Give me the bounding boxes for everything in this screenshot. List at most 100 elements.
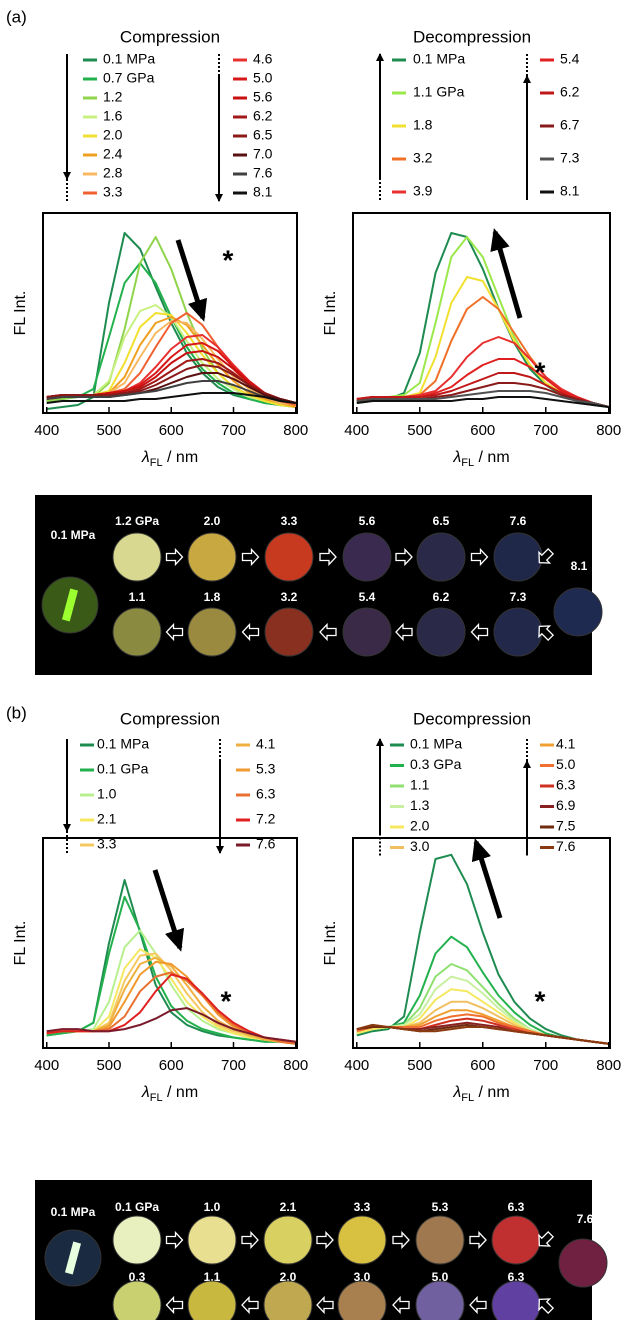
- spectrum-line: [356, 963, 609, 1045]
- sample-photo: [187, 1215, 237, 1265]
- x-axis-label: λFL / nm: [452, 1084, 509, 1104]
- x-tick-label: 600: [159, 422, 184, 439]
- sample-photo: [493, 532, 543, 582]
- trend-arrow: [175, 239, 208, 322]
- step-arrow: [470, 622, 489, 642]
- legend-label: 3.3: [97, 836, 117, 852]
- legend-label: 0.1 MPa: [103, 51, 155, 67]
- legend-label: 0.1 GPa: [97, 761, 149, 777]
- step-arrow: [469, 1295, 487, 1315]
- x-tick-label: 500: [407, 1057, 432, 1074]
- x-axis-subscript: FL: [150, 1092, 163, 1104]
- legend-label: 1.0: [97, 786, 117, 802]
- x-tick-label: 500: [96, 1057, 121, 1074]
- legend-label: 7.6: [253, 165, 273, 181]
- legend-label: 6.2: [253, 108, 273, 124]
- step-arrow: [395, 547, 413, 567]
- chart-title: Compression: [120, 27, 220, 46]
- legend-label: 6.3: [256, 786, 276, 802]
- annotation: *: [223, 244, 234, 275]
- legend-label: 6.5: [253, 127, 273, 143]
- chart-title: Decompression: [413, 709, 531, 728]
- legend-label: 3.2: [413, 150, 433, 166]
- step-arrow: [538, 625, 555, 642]
- legend-label: 5.3: [256, 761, 276, 777]
- legend-label: 0.1 MPa: [410, 736, 462, 752]
- sample-photo: [263, 1215, 313, 1265]
- annotation: *: [221, 985, 232, 1016]
- sample-photo: [558, 1238, 608, 1288]
- step-arrow: [395, 622, 413, 642]
- photo-label: 3.0: [354, 1270, 371, 1284]
- legend-label: 2.0: [410, 818, 430, 834]
- legend-label: 7.2: [256, 811, 276, 827]
- x-tick-label: 800: [283, 422, 308, 439]
- y-axis-label: FL Int.: [12, 291, 29, 336]
- legend-label: 5.6: [253, 89, 273, 105]
- spectrum-line: [356, 1017, 609, 1045]
- spectrum-line: [46, 392, 296, 404]
- x-tick-label: 700: [221, 1057, 246, 1074]
- y-axis-label: FL Int.: [322, 921, 339, 966]
- legend-label: 4.1: [556, 736, 576, 752]
- spectrum-line: [46, 364, 297, 404]
- x-tick-label: 400: [34, 1057, 59, 1074]
- sample-photo: [264, 532, 314, 582]
- step-arrow: [392, 1230, 410, 1250]
- photo-label: 3.2: [281, 590, 298, 604]
- step-arrow: [165, 547, 184, 567]
- legend-label: 5.4: [560, 51, 580, 67]
- step-arrow: [241, 622, 260, 642]
- legend-label: 4.1: [256, 736, 276, 752]
- sample-photo: [415, 1280, 465, 1320]
- x-axis-symbol: λ: [141, 449, 150, 466]
- step-arrow: [538, 1230, 555, 1247]
- step-arrow: [241, 547, 260, 567]
- sample-photo: [415, 1215, 465, 1265]
- step-arrow: [316, 1230, 334, 1250]
- legend-label: 3.0: [410, 838, 430, 854]
- y-axis-label: FL Int.: [322, 291, 339, 336]
- spectrum-line: [46, 380, 296, 404]
- legend-label: 4.6: [253, 51, 273, 67]
- step-arrow: [241, 1295, 259, 1315]
- plot-frame: [42, 212, 298, 414]
- photo-label: 1.8: [204, 590, 221, 604]
- annotation: *: [535, 985, 546, 1016]
- legend-label: 2.8: [103, 165, 123, 181]
- spectrum-line: [356, 853, 609, 1045]
- x-tick-label: 700: [221, 422, 246, 439]
- sample-photo: [493, 607, 543, 657]
- photo-label: 3.3: [354, 1200, 371, 1214]
- sample-photo: [416, 532, 466, 582]
- photo-label: 0.1 MPa: [51, 528, 96, 542]
- x-axis-unit: / nm: [163, 449, 199, 466]
- x-tick-label: 800: [283, 1057, 308, 1074]
- legend-label: 7.3: [560, 150, 580, 166]
- spectrum-line: [46, 262, 296, 408]
- chart-title: Compression: [120, 709, 220, 728]
- sample-photo: [263, 1280, 313, 1320]
- x-tick-label: 500: [96, 422, 121, 439]
- photo-label: 0.3: [129, 1270, 146, 1284]
- spectrum-line: [356, 296, 609, 408]
- legend-label: 5.0: [556, 756, 576, 772]
- step-arrow: [538, 547, 555, 564]
- photo-label: 6.3: [508, 1270, 525, 1284]
- legend-label: 2.0: [103, 127, 123, 143]
- sample-photo: [342, 532, 392, 582]
- photo-label: 1.0: [204, 1200, 221, 1214]
- sample-photo: [337, 1215, 387, 1265]
- spectrum-line: [356, 396, 609, 408]
- legend-label: 2.1: [97, 811, 117, 827]
- trend-arrow: [490, 228, 523, 319]
- plot-frame: [42, 837, 298, 1049]
- photo-label: 5.6: [359, 514, 376, 528]
- step-arrow: [469, 1230, 487, 1250]
- x-axis-label: λFL / nm: [141, 1084, 198, 1104]
- legend-label: 2.4: [103, 146, 123, 162]
- annotation: *: [535, 356, 546, 387]
- legend-label: 0.7 GPa: [103, 70, 155, 86]
- step-arrow: [316, 1295, 334, 1315]
